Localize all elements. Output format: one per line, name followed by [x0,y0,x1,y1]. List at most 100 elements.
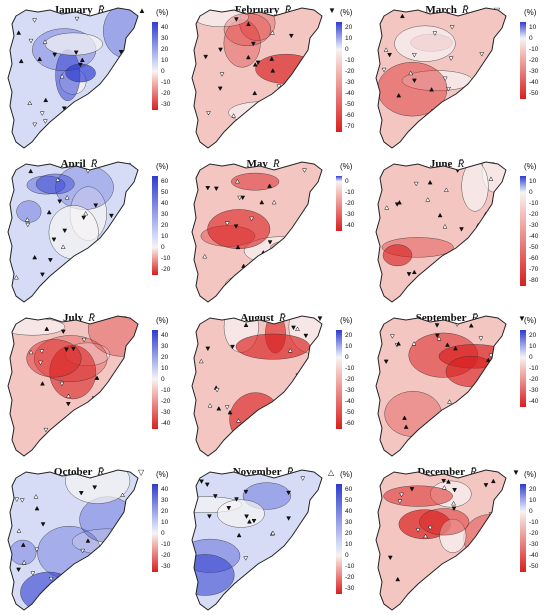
station-marker-icon [271,199,277,205]
legend-tick-label: -10 [345,563,355,570]
legend-tick-label: 20 [345,332,353,339]
contour-region [26,339,82,378]
legend-tick-label: 10 [529,497,537,504]
region-map [375,315,507,457]
station-marker-icon [227,409,233,415]
station-marker-icon [234,178,240,184]
station-marker-icon [292,564,297,570]
station-marker-icon [387,52,393,58]
station-marker-icon [18,58,24,64]
station-marker-icon [434,323,440,328]
legend-colorbar [336,330,342,429]
station-marker-icon [16,30,22,35]
region-map [191,161,323,303]
region-outline [7,7,139,149]
contour-region [269,404,322,431]
contour-region [461,162,489,212]
station-marker-icon [411,53,417,58]
station-marker-icon [472,95,478,100]
station-marker-icon [290,273,295,278]
station-marker-icon [78,491,84,496]
station-marker-icon [250,41,256,47]
contour-region [439,518,467,553]
legend-tick-label: 40 [161,24,169,31]
station-marker-icon [38,360,43,366]
station-marker-icon [65,402,71,407]
legend-tick-label: 10 [345,343,353,350]
station-marker-icon [466,248,472,253]
contour-region [231,172,280,191]
station-marker-icon [251,518,257,524]
legend-tick-label: -40 [529,552,539,559]
station-marker-icon [452,488,458,493]
station-marker-icon [203,54,209,60]
legend-tick-label: -80 [529,277,539,284]
station-marker-icon [490,478,496,484]
station-marker-icon [486,528,492,533]
station-marker-icon [205,186,211,191]
legend-tick-label: 0 [529,35,533,42]
map-panel-december: December R̄ ▼ (%) 20 10 0 -10 -20 -30 -40 -50 [372,464,550,616]
region-map [7,161,139,303]
legend-tick-label: -60 [345,112,355,119]
station-marker-icon [120,492,125,497]
legend-tick-label: 30 [161,35,169,42]
station-marker-icon [224,405,230,410]
legend-tick-label: -10 [161,79,171,86]
station-marker-icon [397,499,403,504]
legend-tick-label: 60 [161,178,169,185]
station-marker-icon [287,348,293,353]
station-marker-icon [476,230,482,236]
station-marker-icon [249,216,255,222]
legend-tick-label: 10 [161,519,169,526]
contour-region [456,95,479,134]
legend-tick-label: 10 [161,365,169,372]
station-marker-icon [269,56,275,61]
station-marker-icon [396,92,402,98]
contour-region [33,335,108,382]
station-marker-icon [409,487,415,492]
station-marker-icon [13,274,19,280]
map-panel-november: November R̄ △ (%) 60 50 40 30 20 10 0 -10 -20 -30 [188,464,368,616]
region-map [7,315,139,457]
station-marker-icon [34,547,40,553]
station-marker-icon [483,483,489,488]
station-marker-icon [32,254,38,260]
contour-region [384,391,442,437]
contour-region [458,398,487,431]
station-marker-icon [243,322,249,328]
station-marker-icon [451,506,457,512]
station-marker-icon [86,109,92,115]
station-marker-icon [255,60,261,66]
mean-ratio-symbol: R̄ [461,4,469,16]
legend-tick-label: -20 [345,376,355,383]
station-marker-icon [235,244,241,250]
station-marker-icon [204,482,210,488]
legend-tick-label: -10 [529,519,539,526]
station-marker-icon [234,497,239,502]
mean-ratio-symbol: R̄ [97,466,105,478]
station-marker-icon [218,47,223,53]
station-marker-icon [402,415,407,420]
panel-title: October R̄ [4,466,154,478]
station-marker-icon [230,344,235,350]
station-marker-icon [122,557,128,562]
station-marker-icon [60,329,66,335]
station-marker-icon [288,33,294,39]
station-marker-icon [425,197,431,202]
station-marker-icon [207,402,213,408]
map-panel-january: January R̄ ▲ (%) 40 30 20 10 0 -10 -20 -30 [4,2,184,154]
month-name: December [417,466,465,478]
legend-tick-label: 10 [529,24,537,31]
mean-ratio-symbol: R̄ [471,312,479,324]
legend-tick-label: 40 [161,486,169,493]
station-marker-icon [305,373,311,378]
station-marker-icon [453,345,458,351]
station-marker-icon [383,47,389,52]
legend-colorbar [152,330,158,429]
contour-region [228,101,296,124]
station-marker-icon [109,213,114,219]
station-marker-icon [214,388,220,393]
station-marker-icon [411,269,417,275]
legend-tick-label: 30 [161,211,169,218]
